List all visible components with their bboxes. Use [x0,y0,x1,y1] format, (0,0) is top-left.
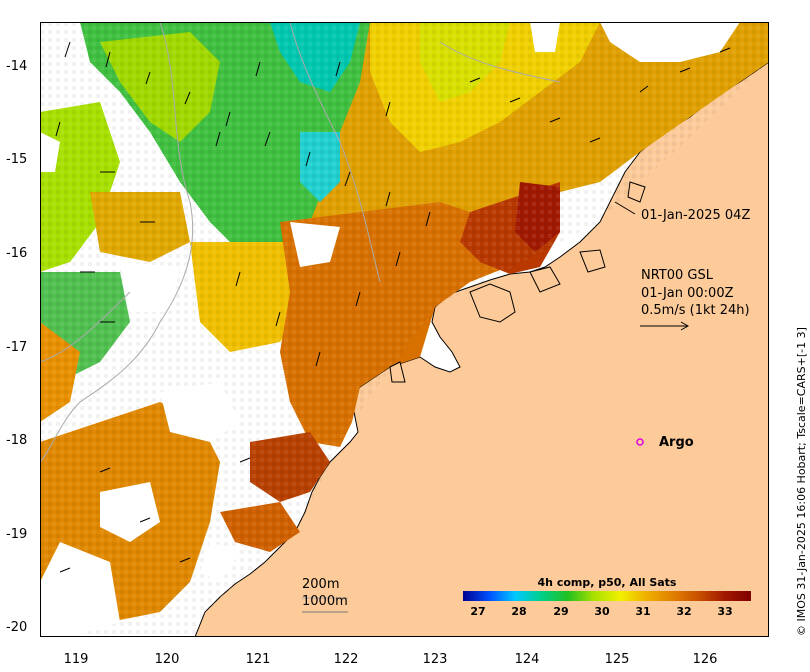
timestamp-label: 01-Jan-2025 04Z [641,208,751,223]
x-tick-label: 123 [422,652,448,667]
argo-marker [636,438,644,446]
credit-text: © IMOS 31-Jan-2025 16:06 Hobart; Tscale=… [795,327,808,636]
x-tick-label: 120 [154,652,180,667]
colorbar [463,591,751,601]
colorbar-tick: 30 [594,605,610,618]
colorbar-tick: 32 [676,605,692,618]
colorbar-title: 4h comp, p50, All Sats [537,576,677,589]
x-tick-label: 125 [604,652,630,667]
colorbar-tick: 33 [717,605,733,618]
colorbar-tick: 27 [470,605,486,618]
sst-map [40,22,769,637]
current-scale-label: 0.5m/s (1kt 24h) [641,303,750,318]
current-time: 01-Jan 00:00Z [641,286,734,301]
argo-label: Argo [659,435,694,450]
y-tick-label: -19 [6,527,28,542]
bathymetry-contours [40,22,561,463]
current-vectors [55,41,731,573]
depth-200-label: 200m [302,577,340,592]
y-tick-label: -20 [6,620,28,635]
y-tick-label: -14 [6,59,28,74]
x-tick-label: 124 [514,652,540,667]
depth-1000-label: 1000m [302,594,348,609]
coastline-islands [389,181,646,383]
timestamp-pointer [614,201,636,215]
y-tick-label: -15 [6,152,28,167]
colorbar-tick: 29 [553,605,569,618]
current-title: NRT00 GSL [641,268,713,283]
sst-field [40,22,769,637]
y-tick-label: -17 [6,340,28,355]
x-tick-label: 126 [692,652,718,667]
colorbar-tick: 31 [635,605,651,618]
current-scale-arrow [640,321,690,331]
y-tick-label: -18 [6,433,28,448]
colorbar-tick: 28 [511,605,527,618]
x-tick-label: 122 [333,652,359,667]
x-tick-label: 121 [245,652,271,667]
y-tick-label: -16 [6,246,28,261]
x-tick-label: 119 [63,652,89,667]
